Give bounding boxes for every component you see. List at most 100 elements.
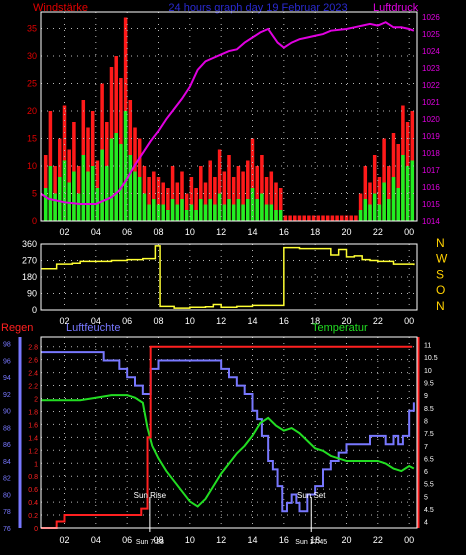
temperature-tick-label: 9 [424, 393, 428, 400]
wind-bar [227, 199, 231, 221]
gust-bar [302, 215, 306, 221]
wind-bar [128, 155, 133, 221]
gust-bar [156, 177, 161, 221]
wind-bar [358, 210, 363, 221]
wind-bar [382, 182, 386, 221]
wind-bar [208, 199, 212, 221]
gust-bar [203, 182, 208, 221]
gust-bar [222, 171, 227, 221]
gust-bar [316, 215, 321, 221]
gust-bar [283, 215, 288, 221]
wind-bar [175, 204, 180, 221]
wind-bar [62, 160, 67, 221]
pressure-axis-label: Luftdruck [373, 2, 419, 14]
humidity-tick-label: 80 [3, 492, 11, 499]
temperature-tick-label: 11 [424, 343, 431, 350]
climate-panel-hour-label: 10 [185, 535, 195, 545]
humidity-tick-label: 84 [3, 459, 11, 466]
rain-tick-label: 0.4 [28, 500, 38, 507]
wind-bar [81, 155, 86, 221]
wind-tick-label: 0 [32, 216, 37, 226]
direction-panel-hour-label: 00 [404, 316, 414, 326]
humidity-tick-label: 82 [3, 476, 11, 483]
pressure-tick-label: 1024 [422, 47, 440, 56]
gust-bar [387, 166, 391, 221]
wind-bar [147, 204, 151, 221]
wind-tick-label: 15 [27, 134, 37, 144]
wind-bar [76, 193, 81, 221]
gust-bar [344, 215, 349, 221]
pressure-tick-label: 1022 [422, 81, 440, 90]
wind-bar [90, 166, 95, 221]
temperature-tick-label: 5 [424, 494, 428, 501]
gust-bar [250, 138, 255, 221]
direction-panel-hour-label: 06 [122, 316, 132, 326]
wind-bar [377, 204, 382, 221]
gust-bar [231, 177, 236, 221]
rain-tick-label: 1.2 [28, 448, 38, 455]
wind-bar [255, 199, 259, 221]
wind-bar [269, 204, 274, 221]
temperature-tick-label: 10 [424, 368, 432, 375]
rain-tick-label: 2 [34, 397, 38, 404]
wind-bar [410, 160, 415, 221]
pressure-tick-label: 1014 [422, 217, 440, 226]
graph-title: 24 hours graph day 19 Februar 2023 [168, 2, 347, 14]
wind-bar [189, 204, 194, 221]
humidity-tick-label: 98 [3, 342, 11, 349]
gust-bar [335, 215, 339, 221]
wind-bar [236, 199, 241, 221]
wind-bar [194, 210, 198, 221]
gust-bar [293, 215, 297, 221]
wind-bar [246, 199, 250, 221]
temperature-tick-label: 6 [424, 469, 428, 476]
wind-direction-line [41, 245, 415, 309]
pressure-tick-label: 1026 [422, 13, 440, 22]
temperature-tick-label: 10.5 [424, 355, 438, 362]
direction-panel-hour-label: 02 [59, 316, 69, 326]
wind-bar [184, 210, 189, 221]
sun-annotation: Sun Set [297, 491, 326, 500]
gust-bar [368, 182, 372, 221]
climate-panel-hour-label: 06 [122, 535, 132, 545]
temperature-tick-label: 4 [424, 520, 428, 527]
direction-panel-hour-label: 14 [247, 316, 257, 326]
rain-line [41, 345, 413, 529]
climate-panel-hour-label: 14 [247, 535, 257, 545]
sun-annotation: Sun Rise [134, 491, 167, 500]
wind-bar [58, 177, 62, 221]
gust-bar [166, 188, 170, 221]
gust-bar [288, 215, 292, 221]
wind-panel-hour-label: 16 [279, 227, 289, 237]
direction-tick-label: 0 [32, 305, 37, 315]
gust-bar [189, 177, 194, 221]
wind-bar [100, 149, 104, 221]
wind-bar [114, 133, 118, 221]
wind-bar [152, 199, 156, 221]
gust-bar [321, 215, 325, 221]
rain-humidity-temperature-panel: 0 0.2 0.4 0.6 0.8 1 1.2 1.4 1.6 1.8 2 2.2 2.4 2.6 2.8 7… [3, 336, 438, 546]
rain-tick-label: 1 [34, 461, 38, 468]
gust-bar [340, 215, 344, 221]
rain-tick-label: 0.8 [28, 474, 38, 481]
wind-bar [137, 177, 142, 221]
humidity-tick-label: 94 [3, 375, 11, 382]
gust-bar [152, 171, 156, 221]
gust-bar [274, 182, 278, 221]
compass-label: W [436, 252, 448, 266]
compass-label: N [436, 236, 445, 250]
gust-bar [147, 177, 151, 221]
humidity-tick-label: 78 [3, 509, 11, 516]
wind-bar [166, 210, 170, 221]
wind-bar [67, 182, 71, 221]
gust-bar [311, 215, 316, 221]
wind-bar [86, 171, 90, 221]
wind-panel-frame [40, 11, 418, 222]
compass-label: N [436, 299, 445, 313]
gust-bar [269, 171, 274, 221]
wind-tick-label: 10 [27, 161, 37, 171]
humidity-axis-label: Luftfeuchte [66, 322, 120, 334]
pressure-tick-label: 1023 [422, 64, 440, 73]
wind-panel-hour-label: 14 [247, 227, 257, 237]
pressure-tick-label: 1015 [422, 200, 440, 209]
